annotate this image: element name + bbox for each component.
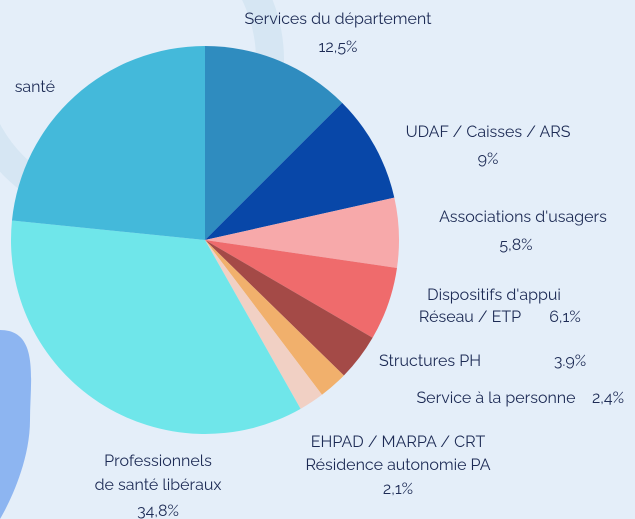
value-label: 3.9% <box>554 351 586 370</box>
pie-slice <box>205 46 343 240</box>
value-label: 9% <box>478 149 499 168</box>
pie-slice <box>205 240 397 338</box>
slice-label: Services du département <box>244 9 432 28</box>
pie-slice <box>205 240 344 395</box>
labels: Services du département 12,5% UDAF / Caiss… <box>15 9 624 519</box>
slice-label: Professionnels <box>104 451 212 470</box>
pie-slice <box>205 240 373 376</box>
pie-slice <box>10 220 301 434</box>
value-label: 2,4% <box>592 388 624 407</box>
pie-slice <box>205 197 399 268</box>
value-label: 5,8% <box>499 235 532 254</box>
value-label: 2,1% <box>383 479 413 498</box>
slice-label: Dispositifs d'appui <box>427 285 561 304</box>
pie-slice <box>11 46 205 240</box>
pie <box>10 46 399 434</box>
slice-label: UDAF / Caisses / ARS <box>406 122 571 141</box>
value-label: 12,5% <box>319 37 358 56</box>
slice-label: de santé libéraux <box>95 475 222 494</box>
decor-blob <box>0 330 32 519</box>
slice-label: EHPAD / MARPA / CRT <box>311 432 486 451</box>
slice-label: Service à la personne <box>416 388 575 407</box>
slice-label: santé <box>15 77 55 96</box>
value-label: 6,1% <box>549 307 581 326</box>
pie-slice <box>205 102 395 240</box>
value-label: 34,8% <box>137 501 179 519</box>
slice-label: Résidence autonomie PA <box>305 455 490 474</box>
pie-slice <box>205 240 322 409</box>
slice-label: Structures PH <box>379 351 481 370</box>
slice-label: Réseau / ETP <box>419 307 521 326</box>
slice-label: Associations d'usagers <box>439 207 607 226</box>
